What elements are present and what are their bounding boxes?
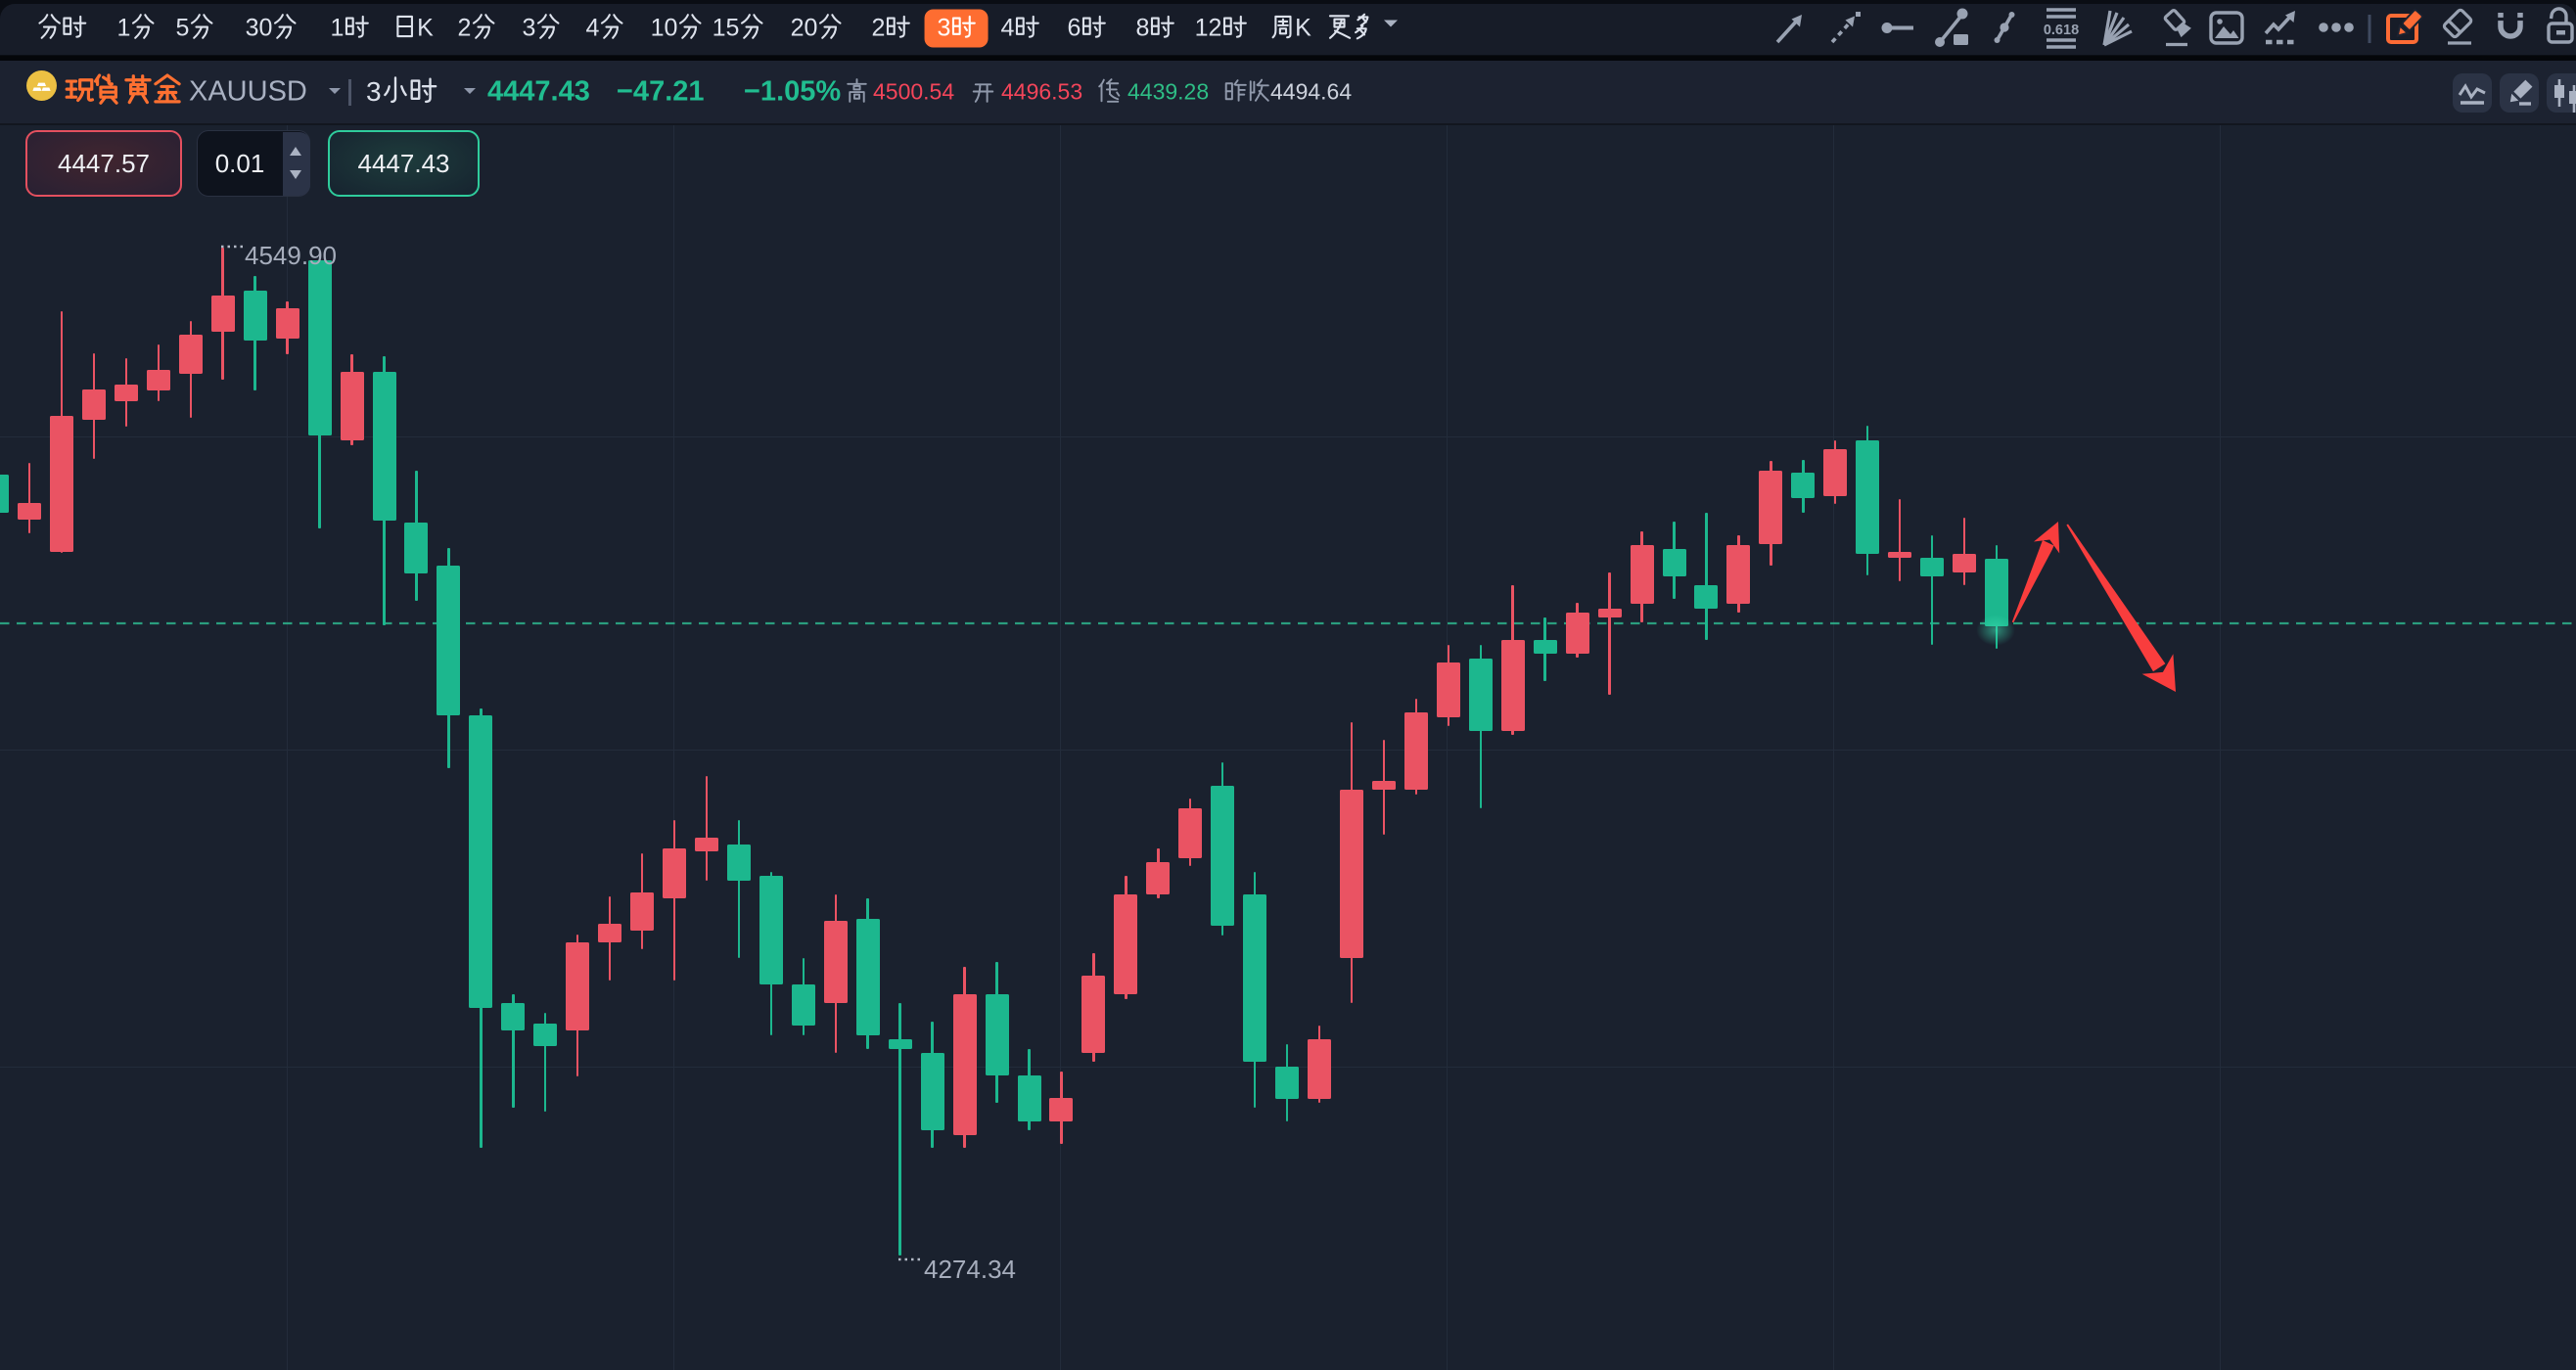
svg-text:0.618: 0.618 bbox=[2044, 23, 2079, 38]
